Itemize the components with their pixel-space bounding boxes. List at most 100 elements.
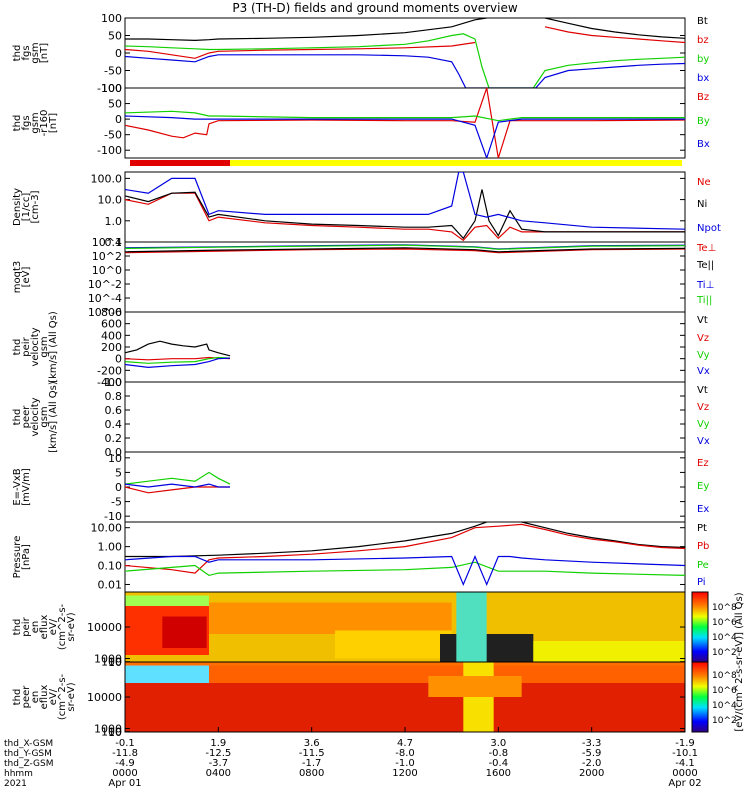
legend-entry: Ex <box>697 504 709 515</box>
legend-entry: Bx <box>697 139 710 150</box>
y-tick-label: 5 <box>115 466 122 479</box>
y-tick-label: 100 <box>101 12 122 25</box>
legend-entry: Vx <box>697 366 710 377</box>
y-tick-label: 0.1 <box>105 236 123 249</box>
legend-entry: Te⊥ <box>696 243 716 254</box>
legend-entry: by <box>697 54 709 65</box>
y-tick-label: 10 <box>108 452 122 465</box>
y-tick-label: 1.00 <box>98 541 123 554</box>
y-axis-label: Density <box>12 188 23 226</box>
y-axis-label: gsm <box>30 112 41 133</box>
y-axis-label: thd <box>12 339 23 356</box>
colorbar-tick-label: 10^8 <box>712 671 737 681</box>
x-tick-label: -0.1 <box>115 738 135 749</box>
y-axis-label: [km/s] (All Qs) <box>48 311 59 383</box>
legend-entry: Ti⊥ <box>696 280 714 291</box>
y-axis-label: thd <box>12 45 23 62</box>
y-tick-label: 10^-2 <box>88 278 122 291</box>
y-tick-label: 0 <box>115 113 122 126</box>
y-axis-label: thd <box>12 115 23 132</box>
y-tick-label: 0.4 <box>105 418 123 431</box>
x-tick-label: 1600 <box>486 768 511 779</box>
series-line-Pb <box>125 523 685 574</box>
y-axis-label: (cm^2-s- <box>57 673 68 720</box>
series-line-Bt <box>125 18 685 42</box>
x-row-label: 2021 <box>4 779 27 789</box>
x-tick-label: -11.5 <box>299 748 325 759</box>
y-axis-label: en <box>30 621 41 634</box>
y-tick-label: 600 <box>101 318 122 331</box>
x-tick-label: -1.7 <box>302 758 322 769</box>
x-tick-label: 0000 <box>672 768 697 779</box>
y-tick-label: 100 <box>101 82 122 95</box>
x-tick-label: -2.0 <box>582 758 602 769</box>
y-tick-label: 0 <box>115 481 122 494</box>
series-line-Ni <box>125 189 685 240</box>
colorbar-tick-label: 10^8 <box>712 603 737 613</box>
y-axis-label: -r160 <box>39 110 50 137</box>
y-axis-label: [km/s] (All Qs) <box>48 381 59 453</box>
colorbar-tick-label: 10^2 <box>712 716 737 726</box>
y-axis-label: [nT] <box>39 43 50 63</box>
y-tick-label: 50 <box>108 98 122 111</box>
chart-title: P3 (TH-D) fields and ground moments over… <box>232 1 518 15</box>
y-tick-label: 10 <box>108 726 122 739</box>
y-axis-label: [cm-3] <box>30 190 41 223</box>
y-tick-label: 50 <box>108 30 122 43</box>
legend-entry: Vy <box>697 350 710 361</box>
flag-bar-red <box>130 160 230 166</box>
x-tick-label: 1.9 <box>210 738 226 749</box>
y-axis-label: [nPa] <box>21 544 32 570</box>
x-tick-label: -3.7 <box>209 758 229 769</box>
heatmap-band <box>209 602 452 634</box>
heatmap-band <box>162 616 207 648</box>
heatmap-band <box>335 630 452 659</box>
y-tick-label: 0 <box>115 353 122 366</box>
series-line-Ti|| <box>125 244 685 250</box>
series-line-By <box>125 110 685 122</box>
colorbar-tick-label: 10^6 <box>712 618 737 628</box>
y-axis-label: Pressure <box>12 536 23 579</box>
x-tick-label: -8.0 <box>395 748 415 759</box>
y-axis-label: eflux <box>39 615 50 640</box>
y-axis-label: peir <box>21 616 32 636</box>
x-tick-label: -3.3 <box>582 738 602 749</box>
series-line-Ez <box>125 486 230 494</box>
series-line-Pt <box>125 522 685 558</box>
x-row-label: thd_Y-GSM <box>4 749 52 759</box>
series-line-Ex <box>125 483 230 488</box>
legend-entry: Te|| <box>696 260 714 271</box>
series-line-Vt <box>125 340 231 357</box>
y-tick-label: 400 <box>101 329 122 342</box>
series-line-Te|| <box>125 247 685 253</box>
y-axis-label: peer <box>21 685 32 709</box>
x-tick-label: -5.9 <box>582 748 602 759</box>
y-axis-label: fgs <box>21 45 32 60</box>
heatmap-band <box>428 676 522 697</box>
legend-entry: Ne <box>697 177 711 188</box>
series-line-by <box>125 33 685 88</box>
y-axis-label: velocity <box>30 327 41 366</box>
y-axis-label: peer <box>21 405 32 429</box>
y-tick-label: -100 <box>97 82 122 95</box>
colorbar-label: [eV/(cm^2-s-sr-eV)] (All Qs) <box>734 592 745 731</box>
x-row-label: thd_Z-GSM <box>4 759 53 769</box>
series-line-Vy <box>125 356 231 364</box>
heatmap-band <box>125 665 209 683</box>
y-axis-label: (cm^2-s- <box>57 603 68 650</box>
legend-entry: Vz <box>697 402 709 413</box>
legend-entry: Vt <box>697 385 708 396</box>
heatmap-band <box>125 595 209 606</box>
y-tick-label: -50 <box>104 129 122 142</box>
y-tick-label: 10^-4 <box>88 292 122 305</box>
y-axis-label: thd <box>12 619 23 636</box>
series-line-Bx <box>125 115 685 158</box>
series-line-Bz <box>125 88 685 158</box>
panel-frame-pressure <box>124 521 686 593</box>
y-axis-label: [1/cc] <box>21 193 32 222</box>
x-tick-label: -1.9 <box>675 738 695 749</box>
y-tick-label: 0.6 <box>105 404 123 417</box>
legend-entry: Ni <box>697 199 707 210</box>
y-axis-label: thd <box>12 689 23 706</box>
